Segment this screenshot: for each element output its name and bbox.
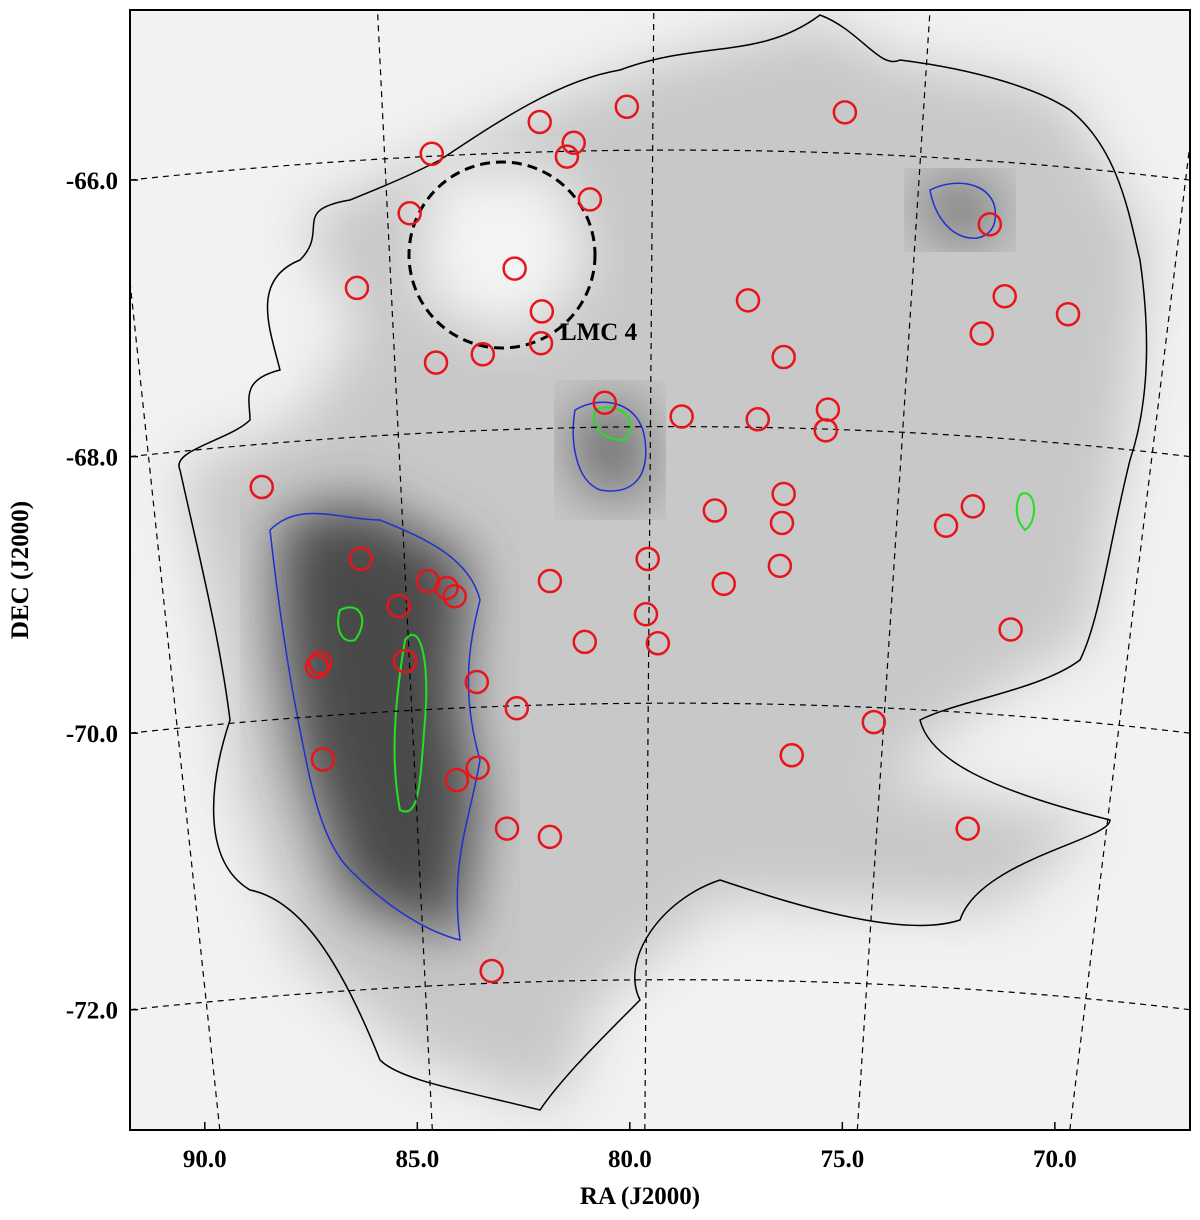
point bbox=[527, 109, 552, 135]
point bbox=[933, 513, 959, 539]
x-tick-label: 85.0 bbox=[395, 1146, 439, 1173]
point bbox=[767, 553, 793, 579]
point bbox=[479, 958, 504, 984]
point bbox=[442, 584, 467, 609]
point bbox=[771, 481, 796, 507]
point bbox=[633, 601, 659, 627]
point bbox=[423, 350, 449, 375]
point bbox=[537, 568, 563, 594]
point bbox=[434, 575, 459, 601]
point bbox=[1055, 301, 1081, 327]
point bbox=[861, 709, 887, 735]
point bbox=[419, 141, 445, 167]
point bbox=[397, 201, 422, 226]
point bbox=[304, 654, 330, 680]
point bbox=[561, 130, 586, 155]
x-tick-label: 70.0 bbox=[1033, 1146, 1077, 1173]
point bbox=[614, 94, 640, 120]
point bbox=[528, 330, 554, 356]
point bbox=[955, 816, 980, 841]
point bbox=[577, 187, 603, 212]
point bbox=[669, 404, 694, 429]
point bbox=[998, 617, 1023, 642]
grid-line bbox=[130, 702, 1190, 734]
point bbox=[592, 390, 617, 415]
point bbox=[645, 631, 671, 656]
point bbox=[470, 342, 496, 367]
grid-line bbox=[130, 426, 1190, 458]
x-tick-label: 90.0 bbox=[183, 1146, 227, 1173]
y-tick-label: -72.0 bbox=[66, 998, 118, 1025]
point bbox=[249, 474, 275, 500]
point bbox=[769, 510, 795, 536]
point bbox=[635, 546, 660, 572]
point bbox=[969, 321, 994, 346]
point bbox=[502, 256, 527, 281]
point bbox=[813, 418, 839, 443]
grid-line bbox=[856, 10, 931, 1130]
x-tick-label: 75.0 bbox=[820, 1146, 864, 1173]
point bbox=[832, 100, 858, 125]
point bbox=[344, 275, 370, 301]
x-axis-label: RA (J2000) bbox=[580, 1183, 700, 1210]
y-tick-label: -68.0 bbox=[66, 445, 118, 472]
point bbox=[711, 571, 737, 597]
point bbox=[572, 629, 598, 655]
grid-line bbox=[130, 149, 1190, 181]
point bbox=[977, 212, 1003, 237]
point bbox=[779, 743, 805, 768]
point bbox=[504, 696, 530, 721]
point bbox=[992, 283, 1017, 309]
grid-line bbox=[1069, 138, 1190, 1130]
sky-image bbox=[178, 14, 1150, 1111]
plot-frame bbox=[129, 9, 1191, 1131]
point bbox=[392, 649, 418, 674]
point bbox=[735, 288, 761, 313]
point bbox=[444, 767, 470, 793]
point bbox=[960, 494, 986, 519]
point bbox=[554, 144, 580, 169]
point bbox=[494, 816, 520, 841]
grid bbox=[130, 10, 1190, 1130]
point bbox=[386, 593, 411, 619]
point bbox=[745, 407, 771, 432]
point bbox=[348, 546, 374, 572]
point bbox=[307, 650, 333, 675]
points bbox=[249, 94, 1081, 984]
y-axis-label: DEC (J2000) bbox=[7, 501, 34, 639]
point bbox=[310, 747, 336, 772]
point bbox=[771, 344, 796, 370]
grid-line bbox=[130, 979, 1190, 1011]
annotation: LMC 4 bbox=[560, 319, 638, 346]
point bbox=[702, 498, 728, 523]
point bbox=[529, 299, 555, 324]
x-tick-label: 80.0 bbox=[608, 1146, 652, 1173]
point bbox=[537, 824, 563, 850]
y-tick-label: -70.0 bbox=[66, 721, 118, 748]
point bbox=[464, 669, 490, 695]
y-tick-label: -66.0 bbox=[66, 168, 118, 195]
grid-line bbox=[130, 275, 221, 1130]
point bbox=[465, 755, 490, 780]
